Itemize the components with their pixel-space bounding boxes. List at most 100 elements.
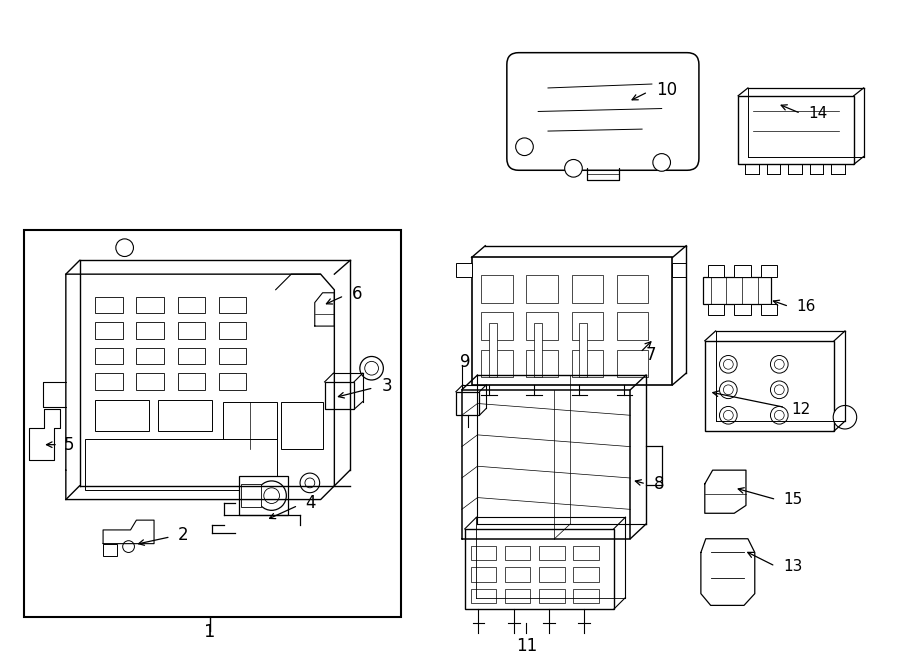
Circle shape <box>564 159 582 177</box>
Circle shape <box>360 356 383 380</box>
Bar <box>572 350 603 377</box>
Circle shape <box>770 407 788 424</box>
Bar <box>526 275 558 303</box>
Bar <box>95 400 149 431</box>
Bar <box>177 297 205 313</box>
Bar <box>760 265 778 277</box>
Bar <box>572 275 603 303</box>
Bar <box>505 589 530 603</box>
Circle shape <box>264 488 280 504</box>
Circle shape <box>305 478 315 488</box>
Circle shape <box>516 138 534 155</box>
Bar <box>705 341 834 431</box>
Text: 2: 2 <box>177 526 188 544</box>
Bar <box>95 297 122 313</box>
Bar <box>137 322 164 339</box>
Bar <box>137 373 164 390</box>
Bar <box>505 545 530 561</box>
Text: 9: 9 <box>460 354 471 371</box>
Bar <box>616 350 648 377</box>
Bar <box>573 589 599 603</box>
Bar <box>325 382 354 409</box>
Text: 14: 14 <box>809 106 828 121</box>
Circle shape <box>770 381 788 399</box>
Bar <box>177 322 205 339</box>
Bar <box>177 373 205 390</box>
Circle shape <box>724 410 733 420</box>
Text: 6: 6 <box>352 285 363 303</box>
Circle shape <box>774 385 784 395</box>
Bar <box>490 323 497 377</box>
Bar <box>104 543 117 557</box>
Circle shape <box>724 385 733 395</box>
Bar <box>734 303 751 315</box>
Circle shape <box>256 481 286 510</box>
Bar <box>703 277 771 303</box>
Bar <box>137 348 164 364</box>
Text: 15: 15 <box>783 492 803 507</box>
Bar <box>616 313 648 340</box>
Text: 13: 13 <box>783 559 803 574</box>
Bar <box>219 322 247 339</box>
FancyBboxPatch shape <box>507 53 699 171</box>
Bar <box>219 348 247 364</box>
Bar <box>535 323 542 377</box>
Circle shape <box>770 356 788 373</box>
Circle shape <box>652 153 670 171</box>
Bar <box>738 96 854 165</box>
Bar <box>471 589 496 603</box>
Bar <box>672 263 686 277</box>
Circle shape <box>364 362 379 375</box>
Circle shape <box>724 360 733 369</box>
Text: 3: 3 <box>382 377 392 395</box>
Bar <box>456 392 480 415</box>
Circle shape <box>833 405 857 429</box>
Text: 4: 4 <box>305 494 316 512</box>
Bar <box>616 275 648 303</box>
Bar <box>137 297 164 313</box>
Bar <box>707 265 724 277</box>
Circle shape <box>774 360 784 369</box>
Bar <box>95 322 122 339</box>
Bar <box>471 545 496 561</box>
Bar <box>539 589 564 603</box>
Bar <box>505 567 530 582</box>
Bar <box>177 348 205 364</box>
Bar <box>219 373 247 390</box>
Bar <box>526 313 558 340</box>
Circle shape <box>719 407 737 424</box>
Bar <box>86 439 276 490</box>
Bar <box>95 348 122 364</box>
Bar <box>482 275 513 303</box>
Bar <box>95 373 122 390</box>
Bar <box>760 303 778 315</box>
Bar <box>241 484 261 508</box>
Text: 10: 10 <box>656 81 677 99</box>
Bar <box>573 567 599 582</box>
Bar <box>222 401 276 449</box>
Bar <box>572 313 603 340</box>
Bar <box>472 258 672 385</box>
Bar <box>239 476 288 515</box>
Bar <box>23 230 401 617</box>
Circle shape <box>719 356 737 373</box>
Circle shape <box>774 410 784 420</box>
Bar <box>219 297 247 313</box>
Circle shape <box>122 541 134 553</box>
Text: 7: 7 <box>646 346 656 364</box>
Bar <box>526 350 558 377</box>
Bar <box>539 545 564 561</box>
Bar <box>456 263 472 277</box>
Bar <box>464 529 614 609</box>
Bar <box>539 567 564 582</box>
Circle shape <box>300 473 319 492</box>
Text: 12: 12 <box>791 402 810 417</box>
Bar <box>158 400 211 431</box>
Circle shape <box>719 381 737 399</box>
Text: 5: 5 <box>64 436 75 453</box>
Bar <box>707 303 724 315</box>
Text: 11: 11 <box>516 637 537 655</box>
Bar <box>471 567 496 582</box>
Bar <box>734 265 751 277</box>
Text: 1: 1 <box>204 623 216 641</box>
